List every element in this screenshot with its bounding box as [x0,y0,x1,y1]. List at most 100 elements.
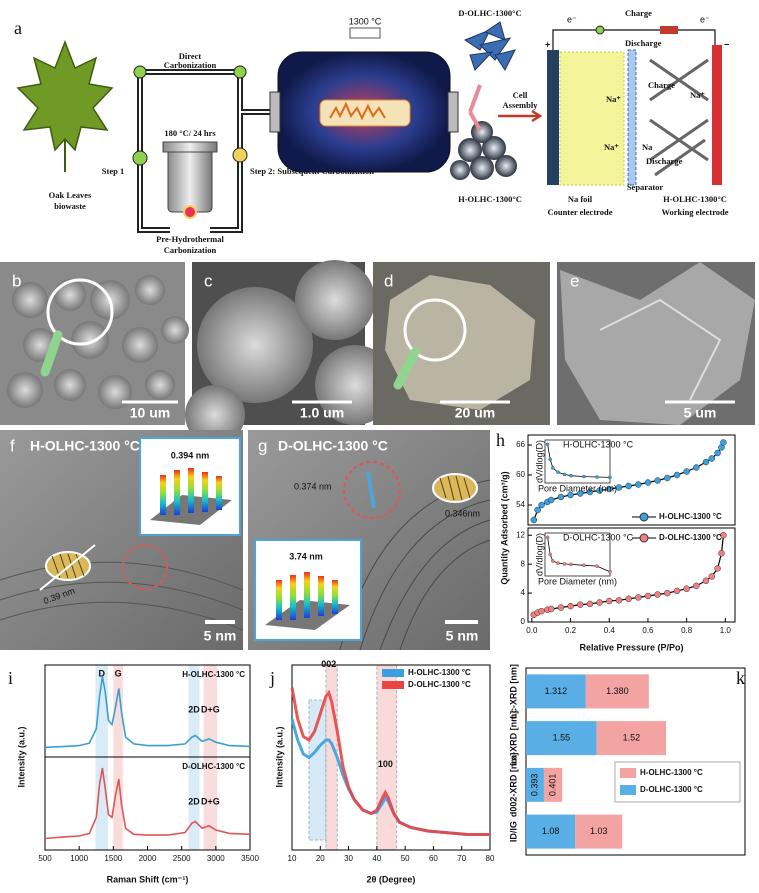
legend-label: H-OLHC-1300 °C [659,512,722,521]
y-axis-label: Intensity (a.u.) [16,726,26,787]
tem-g-shape-shape [304,572,310,618]
x-tick-label: 0.6 [642,626,654,635]
h-product-shape [458,138,482,162]
region [376,664,398,851]
data-point [576,601,584,608]
data-point [664,474,671,482]
legend-label: H-OLHC-1300 °C [640,768,703,777]
tem-g-shape-shape [290,575,296,620]
data-point [567,491,574,499]
scale-bar-label: 10 um [130,405,170,421]
data-point [547,496,555,504]
data-point [720,531,727,539]
na-foil [559,51,625,186]
component-label: Working electrode [661,207,728,217]
tem-g-shape [432,473,478,503]
peak-label: 100 [378,759,393,769]
value-label: 0.401 [547,774,557,797]
data-point [538,607,545,615]
data-point [693,464,700,471]
sem-c: c 1.0 um [185,260,395,445]
valve [233,65,247,79]
sem-d: d 20 um [373,262,550,425]
series-label: H-OLHC-1300 °C [182,670,245,679]
y-axis-label: Quantity Adsorbed (cm³/g) [499,471,509,584]
y-tick-label: 0 [521,617,526,626]
x-tick-label: 40 [372,854,381,863]
data-point [625,482,632,490]
charge-label: Charge [625,8,652,18]
x-tick-label: 500 [38,854,52,863]
plot-frame [527,434,736,526]
inset-point [545,535,550,540]
spacing-label: 0.374 nm [294,481,332,491]
tem-f: 0.394 nm 0.39 nm f H-OLHC-1300 °C 5 nm [0,430,244,650]
x-tick-label: 0.2 [565,626,577,635]
valve [132,150,148,166]
data-point [693,582,700,590]
legend-swatch [620,768,636,778]
bar-segment [526,767,544,802]
product-label: D-OLHC-1300°C [458,8,521,18]
leaf-label: Oak Leaves [49,190,92,200]
graphitic-layers-shape [654,138,706,177]
panel-label: e [570,271,579,290]
legend-swatch [382,669,404,677]
d-product-shape [483,21,506,41]
inset-y-label: dV/dlog(D) [534,533,544,576]
data-point [720,439,727,446]
value-label: 1.03 [590,826,608,836]
furnace-flange [447,91,459,133]
h-product-shape [482,136,506,160]
tem-f-shape [51,553,85,579]
x-tick-label: 1000 [70,854,88,863]
scale-bar-label: 1.0 um [300,405,344,421]
tem-g-shape [366,471,376,509]
inset-point [556,561,560,565]
panel-label: g [258,436,267,455]
sem-b-shape-shape [98,375,132,409]
data-point [673,587,681,595]
switch [595,25,605,35]
sem-c-shape-shape [197,287,313,403]
data-point [654,591,661,598]
tem-g-shape [276,572,338,620]
x-tick-label: 1.0 [720,626,732,635]
circuit [552,29,716,50]
data-point [683,468,690,475]
scale-bar-label: 20 um [455,405,495,421]
inset-point [562,472,567,477]
sem-b-shape-shape [54,279,86,311]
tem-f-shape-shape [160,475,166,515]
polarity: + [545,39,550,49]
data-point [635,594,642,601]
tem-g-shape [339,479,491,651]
inset-point [548,552,552,557]
category-label: Lc-XRD [nm] [508,664,518,719]
process-label: Carbonization [164,245,217,255]
tem-f-shape-shape [216,476,222,510]
data-point [625,595,632,603]
h-product-shape [495,155,517,177]
valve [133,65,147,79]
category-label: La-XRD [nm] [508,711,518,766]
y-tick-label: 60 [516,470,525,479]
inset-point [595,564,599,568]
data-point [635,481,642,488]
y-tick-label: 8 [521,559,526,568]
electron-label: e⁻ [567,14,577,24]
data-point [644,479,652,486]
separator [627,49,637,186]
data-point [557,604,565,611]
charts: h 54 60 66 H-OLHC-1300 °C H-OLHC-1300 °C Pore … [8,430,746,884]
tem-g-shape-shape [276,580,282,620]
legend-swatch [620,785,636,795]
tem-g: 0.374 nm 0.346nm 3.74 nm g D-OLHC-1300 °… [248,430,491,651]
x-tick-label: 30 [344,854,353,863]
data-point [606,485,613,493]
data-point [708,455,716,462]
inset-point [556,470,560,474]
data-point [683,585,690,592]
panel-label: b [12,271,21,290]
category-label: ID/IG [508,821,518,842]
